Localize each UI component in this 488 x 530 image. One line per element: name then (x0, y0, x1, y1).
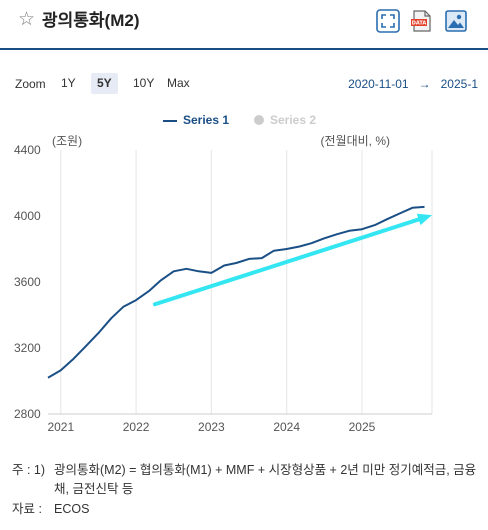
footnote-text: 광의통화(M2) = 협의통화(M1) + MMF + 시장형상품 + 2년 미… (54, 463, 477, 496)
star-icon[interactable]: ☆ (18, 9, 36, 30)
x-tick-label-2023: 2023 (198, 420, 225, 434)
data-export-button[interactable]: DATA (410, 9, 434, 33)
zoom-5y-button[interactable]: 5Y (91, 73, 118, 94)
date-to[interactable]: 2025-1 (440, 77, 478, 91)
m2-line-chart: 2800 3200 3600 4000 4400 2021 2022 2023 2024 2025… (14, 134, 433, 434)
y-tick-label-3600: 3600 (14, 275, 41, 289)
date-from[interactable]: 2020-11-01 (348, 77, 409, 91)
legend-series-1-label: Series 1 (183, 113, 230, 127)
legend: Series 1 Series 2 (0, 112, 488, 130)
trend-arrow-head-1 (416, 213, 432, 226)
image-export-button[interactable] (444, 9, 468, 33)
x-tick-label-2024: 2024 (273, 420, 300, 434)
source-label: 자료 : (12, 502, 42, 516)
series-line-1 (47, 205, 425, 379)
x-tick-label-2021: 2021 (47, 420, 74, 434)
trend-arrow-shaft-1 (152, 217, 421, 307)
page-title: 광의통화(M2) (42, 11, 140, 30)
x-tick-label-2022: 2022 (123, 420, 150, 434)
date-separator: → (418, 77, 431, 91)
expand-button[interactable] (376, 9, 400, 33)
y-axis-unit-left: (조원) (52, 134, 82, 148)
legend-series-1[interactable]: Series 1 (163, 113, 229, 127)
y-tick-label-3200: 3200 (14, 341, 41, 355)
header: ☆ 광의통화(M2) DATA (0, 0, 488, 50)
source-value: ECOS (54, 502, 90, 516)
footnote-prefix: 주 : 1) (12, 463, 46, 477)
footnote-1: 주 : 1) 광의통화(M2) = 협의통화(M1) + MMF + 시장형상품… (12, 461, 482, 499)
legend-series-2[interactable]: Series 2 (254, 113, 316, 127)
x-tick-label-2025: 2025 (349, 420, 376, 434)
zoom-10y-button[interactable]: 10Y (133, 76, 155, 90)
image-export-icon (445, 10, 467, 32)
date-range[interactable]: 2020-11-01 → 2025-1 (348, 77, 478, 91)
footnotes: 주 : 1) 광의통화(M2) = 협의통화(M1) + MMF + 시장형상품… (12, 461, 482, 519)
source-row: 자료 : ECOS (12, 500, 482, 519)
legend-series-2-label: Series 2 (270, 113, 317, 127)
zoom-controls: Zoom 1Y 5Y 10Y Max 2020-11-01 → 2025-1 (0, 72, 488, 96)
y-tick-label-4400: 4400 (14, 143, 41, 157)
zoom-1y-button[interactable]: 1Y (61, 76, 76, 90)
legend-dot-swatch (254, 115, 264, 125)
expand-icon (376, 9, 400, 33)
zoom-max-button[interactable]: Max (167, 76, 190, 90)
legend-line-swatch (163, 119, 177, 122)
y-tick-label-2800: 2800 (14, 407, 41, 421)
y-tick-label-4000: 4000 (14, 209, 41, 223)
y-axis-unit-right: (전월대비, %) (321, 134, 391, 148)
export-badge-text: DATA (412, 21, 427, 27)
data-export-icon: DATA (411, 10, 431, 32)
zoom-label: Zoom (15, 77, 46, 91)
